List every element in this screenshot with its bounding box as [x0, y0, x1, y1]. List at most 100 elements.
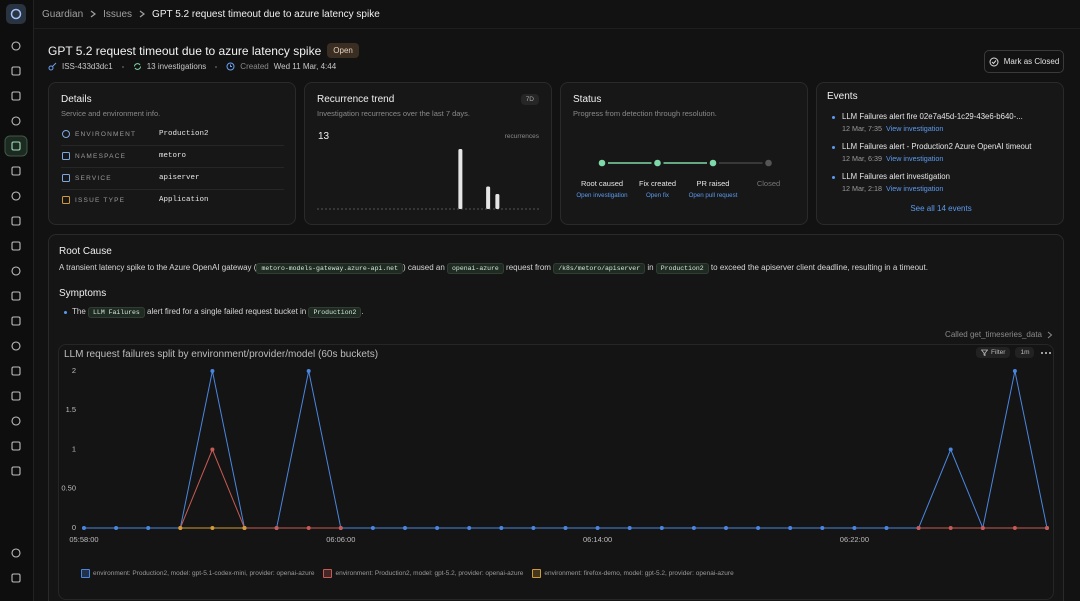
filter-button[interactable]: Filter — [976, 347, 1011, 358]
event-meta: 12 Mar, 2:18 View investigation — [842, 184, 943, 193]
x-tick-label: 06:22:00 — [840, 535, 869, 544]
code-chip: Production2 — [308, 307, 362, 318]
bar — [495, 194, 500, 209]
event-time: 12 Mar, 2:18 — [842, 184, 882, 193]
nav-icon[interactable] — [11, 391, 21, 401]
nav-icon[interactable] — [11, 341, 21, 351]
nav-icon[interactable] — [11, 91, 21, 101]
nav-icon[interactable] — [11, 241, 21, 251]
text-run: The — [72, 307, 89, 316]
x-tick-label: 05:58:00 — [69, 535, 98, 544]
divider — [33, 28, 1080, 29]
issue-title: GPT 5.2 request timeout due to azure lat… — [48, 43, 322, 58]
text-run: in — [645, 263, 656, 272]
line-chart: 0 0.50 1 1.5 2 05:58:00 06:06:00 06:14:00 06:22:… — [61, 366, 1049, 544]
detail-label: SERVICE — [75, 174, 112, 182]
series-line — [84, 370, 1048, 530]
data-point — [242, 526, 247, 530]
interval-button[interactable]: 1m — [1015, 347, 1035, 358]
chart-frame — [58, 344, 1054, 600]
nav-icon[interactable] — [11, 548, 21, 558]
data-point — [1012, 526, 1017, 530]
logo-mark — [10, 8, 22, 20]
event-link[interactable]: View investigation — [885, 184, 944, 193]
data-point — [659, 526, 664, 530]
data-point — [563, 526, 568, 530]
mark-closed-label: Mark as Closed — [1003, 57, 1060, 66]
event-link[interactable]: View investigation — [885, 124, 944, 133]
data-point — [467, 526, 472, 530]
nav-icon[interactable] — [11, 116, 21, 126]
tool-call[interactable]: Called get_timeseries_data — [945, 330, 1053, 339]
event-text: LLM Failures alert investigation — [842, 172, 950, 181]
more-button[interactable] — [1039, 348, 1053, 358]
step-dot — [598, 159, 606, 167]
y-tick-label: 1 — [72, 444, 76, 453]
recurrence-card: Recurrence trend 7D Investigation recurr… — [304, 82, 552, 225]
data-point — [820, 526, 825, 530]
section-title: Root Cause — [59, 246, 112, 257]
nav-icon[interactable] — [11, 191, 21, 201]
nav-icon[interactable] — [11, 141, 21, 151]
range-badge[interactable]: 7D — [520, 94, 539, 105]
detail-label: ISSUE TYPE — [75, 196, 126, 204]
detail-label: ENVIRONMENT — [75, 130, 137, 138]
bar — [486, 186, 491, 209]
event-text: LLM Failures alert fire 02e7a45d-1c29-43… — [842, 112, 1023, 121]
nav-icon[interactable] — [11, 416, 21, 426]
nav-icon[interactable] — [11, 266, 21, 276]
legend-item[interactable]: environment: Production2, model: gpt-5.2… — [323, 569, 523, 578]
filter-label: Filter — [991, 349, 1006, 356]
detail-icon — [62, 130, 70, 138]
data-point — [210, 447, 215, 452]
text-run: request from — [503, 263, 554, 272]
breadcrumb: Guardian Issues GPT 5.2 request timeout … — [42, 0, 380, 28]
nav-icon[interactable] — [11, 466, 21, 476]
y-tick-label: 0.50 — [61, 484, 76, 493]
investigations-count[interactable]: 13 investigations — [146, 62, 207, 71]
nav-icon[interactable] — [11, 166, 21, 176]
created-date: Wed 11 Mar, 4:44 — [273, 62, 337, 71]
bullet — [64, 311, 67, 314]
legend-item[interactable]: environment: Production2, model: gpt-5.1… — [81, 569, 314, 578]
icon-shape — [62, 152, 70, 160]
data-point — [274, 526, 279, 530]
icon-shape — [62, 130, 70, 138]
event-link[interactable]: View investigation — [885, 154, 944, 163]
data-point — [338, 526, 343, 530]
card-subtitle: Progress from detection through resoluti… — [573, 109, 717, 118]
status-card: Status Progress from detection through r… — [560, 82, 808, 225]
see-all-events[interactable]: See all 14 events — [910, 204, 972, 213]
data-point — [82, 526, 86, 530]
card-title: Details — [61, 94, 92, 105]
root-cause-text: A transient latency spike to the Azure O… — [59, 263, 928, 274]
nav-icon[interactable] — [11, 291, 21, 301]
breadcrumb-item[interactable]: Issues — [103, 8, 133, 20]
nav-icon[interactable] — [11, 366, 21, 376]
nav-icon[interactable] — [11, 41, 21, 51]
nav-icon[interactable] — [11, 441, 21, 451]
step-label: Closed — [756, 179, 781, 188]
mark-closed-button[interactable]: Mark as Closed — [984, 50, 1064, 73]
data-point — [531, 526, 536, 530]
section-title: Symptoms — [59, 288, 107, 299]
nav-icon[interactable] — [11, 573, 21, 583]
step-label: Root caused — [580, 179, 624, 188]
nav-icon[interactable] — [11, 66, 21, 76]
step-dot — [654, 159, 661, 167]
events-card: Events See all 14 events LLM Failures al… — [816, 82, 1064, 225]
nav-icon[interactable] — [11, 316, 21, 326]
step-link[interactable]: Open fix — [645, 192, 670, 199]
detail-row: ISSUE TYPE Application — [61, 189, 284, 211]
x-tick-label: 06:06:00 — [326, 535, 355, 544]
data-point — [1012, 369, 1017, 373]
breadcrumb-item[interactable]: Guardian — [42, 8, 84, 20]
data-point — [306, 369, 311, 373]
recurrence-unit: recurrences — [504, 133, 539, 140]
legend-item[interactable]: environment: firefox-demo, model: gpt-5.… — [532, 569, 734, 578]
legend-label: environment: Production2, model: gpt-5.2… — [335, 570, 524, 577]
step-dot — [765, 159, 772, 167]
step-link[interactable]: Open pull request — [688, 192, 738, 199]
nav-icon[interactable] — [11, 216, 21, 226]
step-link[interactable]: Open investigation — [576, 192, 628, 199]
